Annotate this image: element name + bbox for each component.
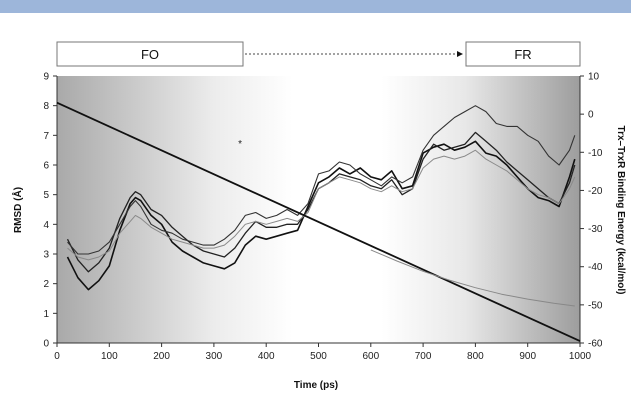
- phase-label-end: FR: [514, 47, 531, 62]
- series-line-5: [56, 101, 581, 342]
- y2-axis-ticks: 10 0 -10 -20 -30 -40 -50 -60: [580, 72, 603, 350]
- y-tick-label: 3: [43, 250, 49, 261]
- annotation-star: *: [238, 139, 242, 150]
- x-tick-label: 1000: [569, 351, 592, 362]
- phase-label-start: FO: [141, 47, 159, 62]
- series-line-6: [370, 249, 575, 307]
- y-tick-label: 2: [43, 279, 49, 290]
- y2-tick-label: 10: [588, 72, 600, 83]
- y-tick-label: 0: [43, 339, 49, 350]
- top-banner-bar: [0, 0, 631, 13]
- x-axis-ticks: 0 100 200 300 400 500 600 700 800 900 1000: [54, 343, 592, 362]
- x-tick-label: 300: [206, 351, 223, 362]
- y-tick-label: 5: [43, 190, 49, 201]
- x-tick-label: 700: [415, 351, 432, 362]
- y2-tick-label: 0: [588, 110, 594, 121]
- y2-tick-label: -50: [588, 300, 603, 311]
- phase-box-end: [465, 41, 581, 67]
- y-tick-label: 4: [43, 220, 49, 231]
- x-tick-label: 500: [310, 351, 327, 362]
- y2-axis-title: Trx–TrxR Binding Energy (kcal/mol): [615, 126, 626, 295]
- y2-tick-label: -10: [588, 148, 603, 159]
- y2-tick-label: -20: [588, 186, 603, 197]
- x-tick-label: 400: [258, 351, 275, 362]
- x-axis-title: Time (ps): [294, 380, 338, 391]
- x-tick-label: 100: [101, 351, 118, 362]
- y-tick-label: 6: [43, 161, 49, 172]
- plot-background: [57, 76, 580, 343]
- y-tick-label: 7: [43, 131, 49, 142]
- y-tick-label: 8: [43, 101, 49, 112]
- series-line-3: [67, 105, 576, 255]
- phase-box-start: [56, 41, 244, 67]
- y2-tick-label: -30: [588, 224, 603, 235]
- x-tick-label: 800: [467, 351, 484, 362]
- x-tick-label: 600: [362, 351, 379, 362]
- x-tick-label: 200: [153, 351, 170, 362]
- y-tick-label: 1: [43, 309, 49, 320]
- series-line-4: [67, 149, 576, 261]
- x-tick-label: 900: [519, 351, 536, 362]
- x-tick-label: 0: [54, 351, 60, 362]
- y2-tick-label: -40: [588, 262, 603, 273]
- y2-tick-label: -60: [588, 339, 603, 350]
- y-tick-label: 9: [43, 72, 49, 83]
- y-axis-ticks: 0 1 2 3 4 5 6 7 8 9: [43, 72, 57, 350]
- series-layer: [56, 101, 581, 342]
- series-line-1: [66, 140, 576, 291]
- y-axis-title: RMSD (Å): [11, 187, 24, 233]
